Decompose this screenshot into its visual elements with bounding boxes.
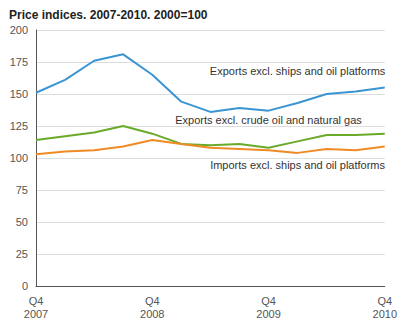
svg-text:100: 100	[10, 152, 28, 164]
svg-text:150: 150	[10, 88, 28, 100]
svg-text:2007: 2007	[24, 308, 48, 320]
svg-text:50: 50	[16, 216, 28, 228]
svg-text:Exports excl. ships and oil pl: Exports excl. ships and oil platforms	[210, 65, 386, 77]
svg-text:175: 175	[10, 56, 28, 68]
svg-text:Imports excl. ships and oil pl: Imports excl. ships and oil platforms	[210, 159, 385, 171]
svg-text:Price indices. 2007-2010. 2000: Price indices. 2007-2010. 2000=100	[9, 8, 208, 22]
svg-text:Q4: Q4	[145, 295, 160, 307]
svg-text:2009: 2009	[256, 308, 280, 320]
svg-text:Exports excl. crude oil and na: Exports excl. crude oil and natural gas	[175, 114, 362, 126]
svg-text:0: 0	[22, 280, 28, 292]
svg-text:Q4: Q4	[261, 295, 276, 307]
svg-text:Q4: Q4	[377, 295, 392, 307]
svg-text:25: 25	[16, 248, 28, 260]
svg-text:200: 200	[10, 24, 28, 36]
svg-text:Q4: Q4	[29, 295, 44, 307]
svg-text:2010: 2010	[373, 308, 397, 320]
svg-text:125: 125	[10, 120, 28, 132]
svg-text:75: 75	[16, 184, 28, 196]
svg-text:2008: 2008	[140, 308, 164, 320]
